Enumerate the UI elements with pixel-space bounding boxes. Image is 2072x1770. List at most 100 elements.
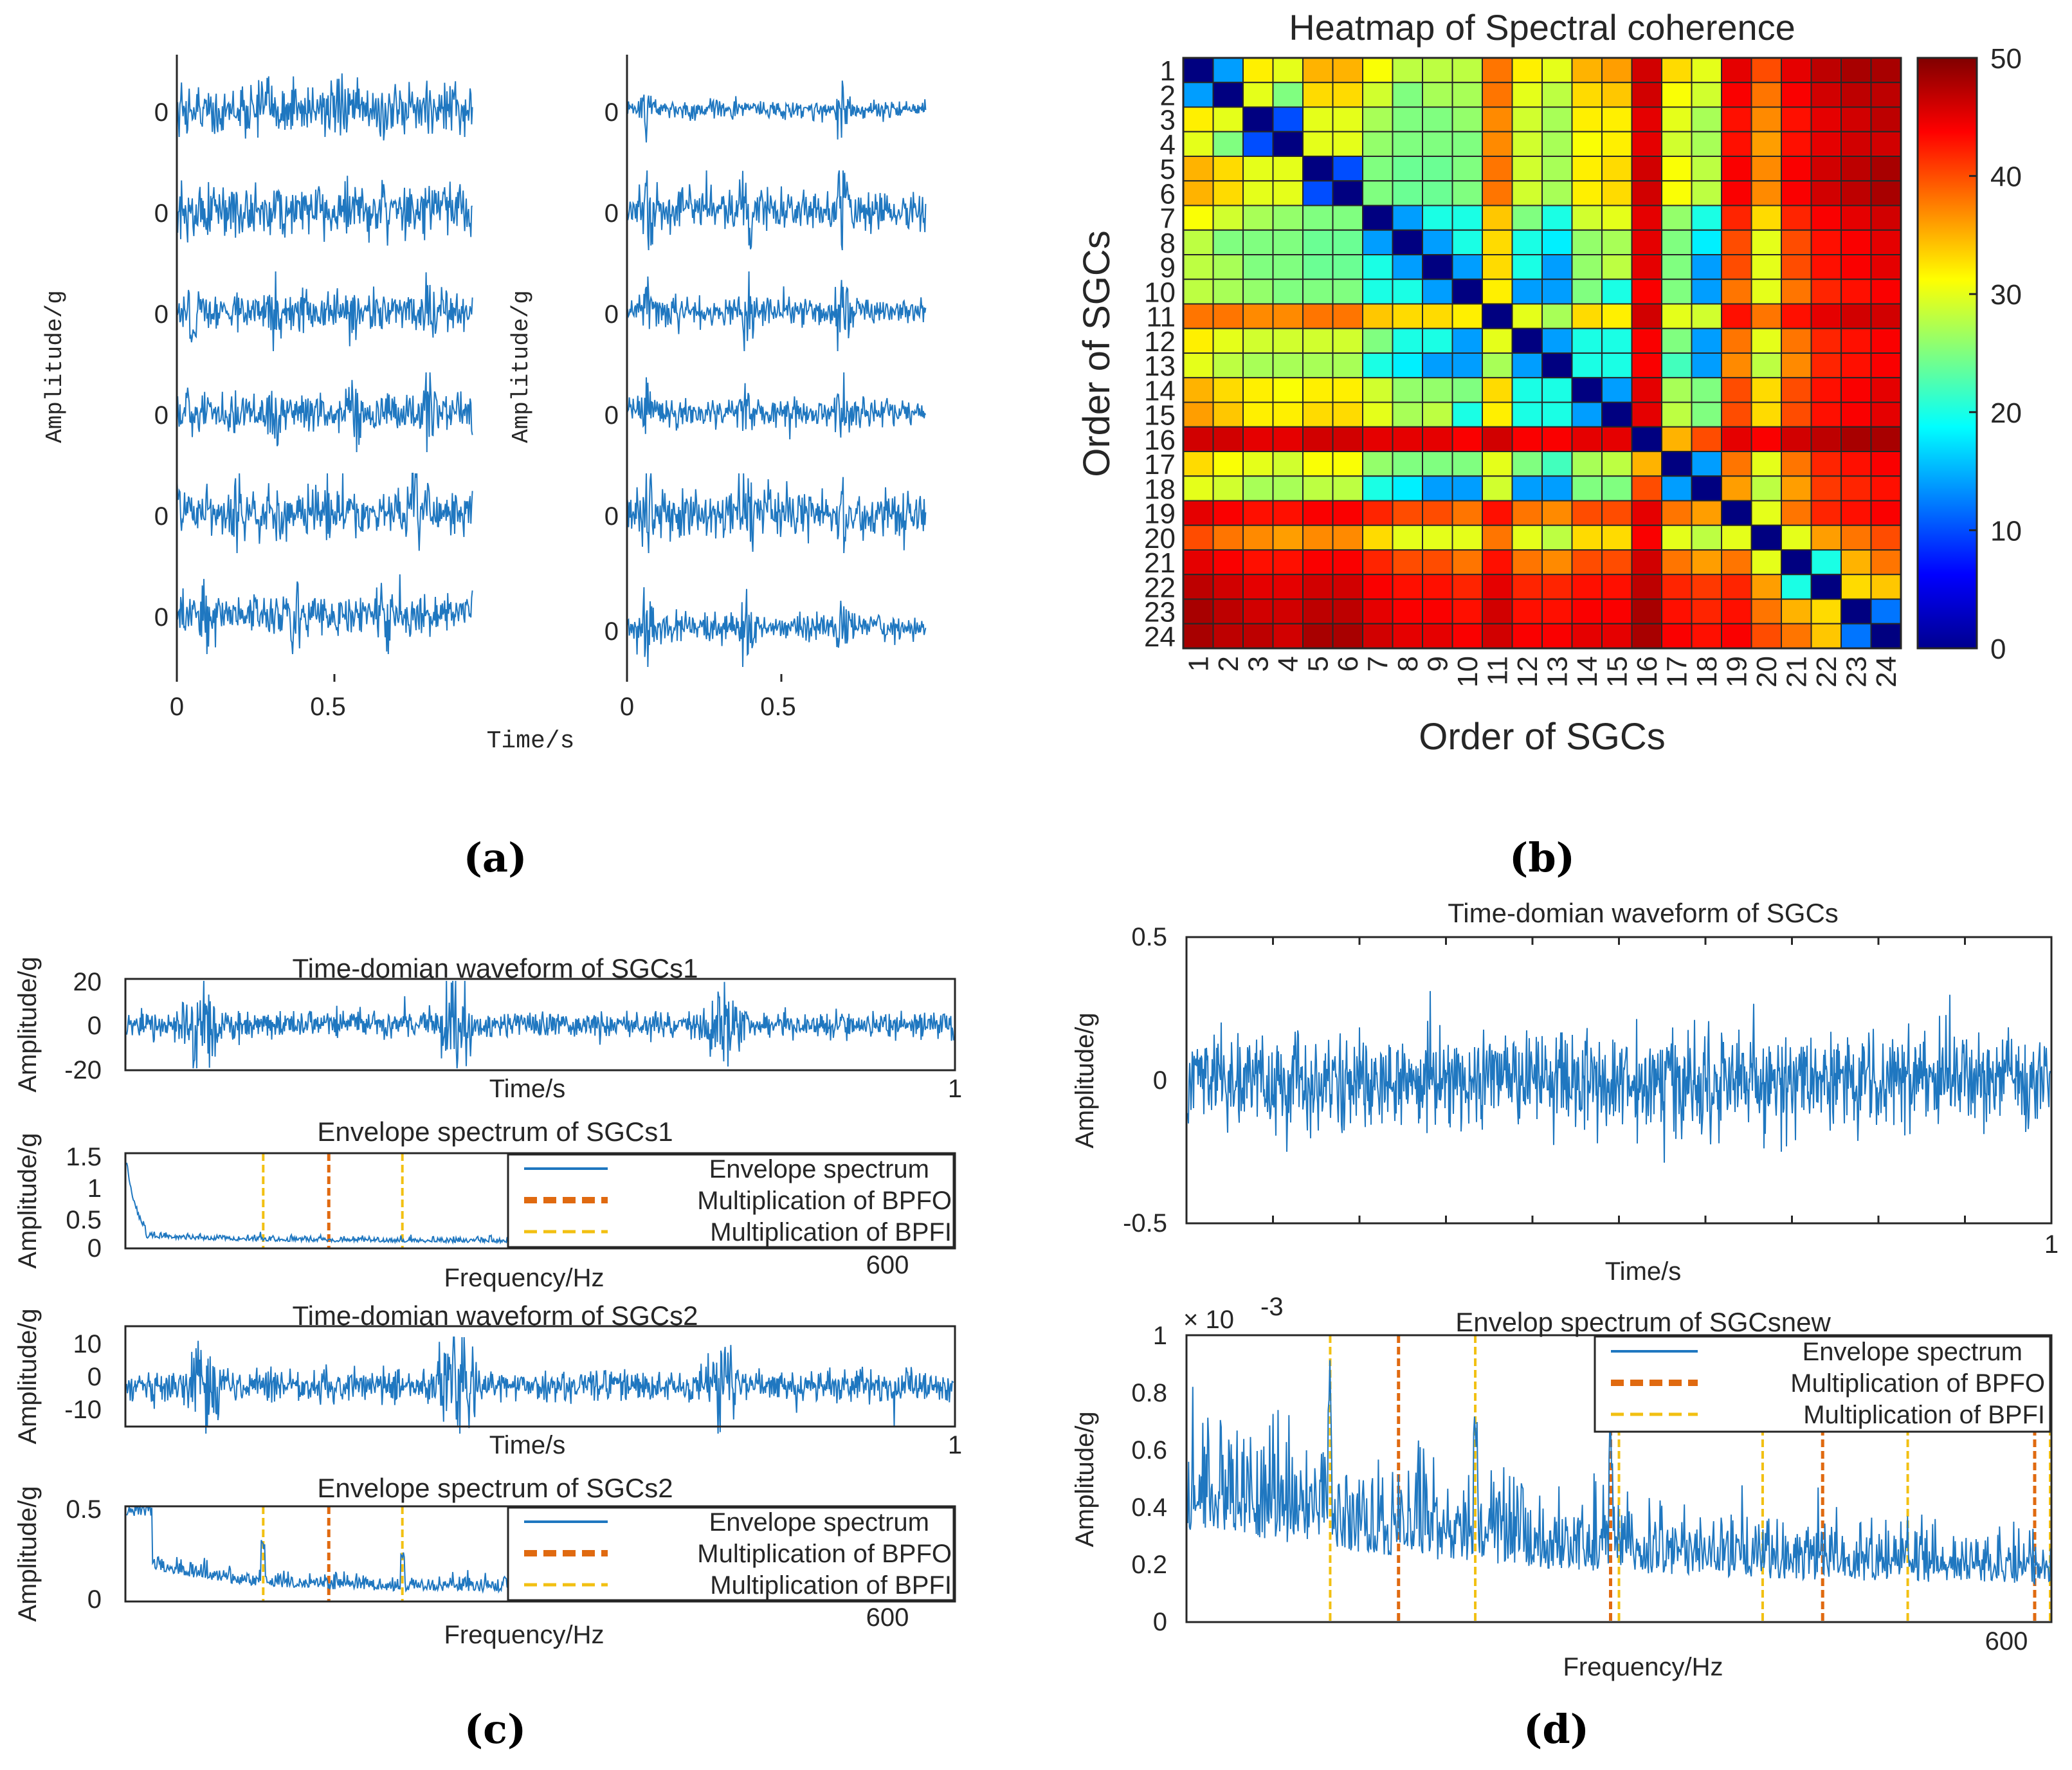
heatmap-cell: [1332, 156, 1363, 182]
heatmap-cell: [1781, 401, 1812, 428]
heatmap-cell: [1302, 549, 1334, 576]
heatmap-cell: [1661, 205, 1693, 231]
heatmap-cell: [1302, 598, 1334, 625]
heatmap-cell: [1422, 401, 1453, 428]
heatmap-cell: [1511, 549, 1543, 576]
heatmap-cell: [1482, 278, 1513, 305]
heatmap-cell: [1750, 352, 1782, 379]
heatmap-cell: [1541, 377, 1573, 403]
heatmap-cell: [1840, 205, 1872, 231]
heatmap-xtick: 5: [1302, 656, 1334, 671]
heatmap-cell: [1362, 598, 1394, 625]
heatmap-cell: [1482, 524, 1513, 551]
heatmap-cell: [1272, 156, 1304, 182]
heatmap-cell: [1511, 401, 1543, 428]
colorbar-tick: 40: [1990, 161, 2022, 193]
heatmap-cell: [1721, 180, 1752, 206]
heatmap-cell: [1840, 623, 1872, 649]
heatmap-cell: [1571, 156, 1603, 182]
heatmap-cell: [1781, 352, 1812, 379]
d1-ylabel: Amplitude/g: [1071, 1012, 1099, 1148]
heatmap-cell: [1601, 401, 1633, 428]
heatmap-cell: [1601, 180, 1633, 206]
heatmap-cell: [1691, 475, 1722, 502]
heatmap-cell: [1302, 205, 1334, 231]
heatmap-cell: [1721, 377, 1752, 403]
heatmap-cell: [1691, 229, 1722, 255]
heatmap-cell: [1302, 254, 1334, 280]
heatmap-cell: [1721, 229, 1752, 255]
heatmap-cell: [1781, 500, 1812, 526]
heatmap-cell: [1451, 549, 1483, 576]
heatmap-cell: [1242, 574, 1274, 600]
heatmap-cell: [1721, 131, 1752, 157]
heatmap-cell: [1183, 524, 1214, 551]
c1-ytick: 20: [73, 968, 102, 996]
heatmap-cell: [1242, 254, 1274, 280]
heatmap-cell: [1601, 303, 1633, 329]
heatmap-cell: [1810, 180, 1842, 206]
heatmap-xtick: 8: [1392, 656, 1424, 671]
heatmap-ytick: 1: [1160, 55, 1176, 87]
heatmap-xtick: 23: [1840, 656, 1872, 688]
heatmap-cell: [1272, 303, 1304, 329]
heatmap-cell: [1332, 524, 1363, 551]
c1-xtick: 1: [948, 1075, 962, 1103]
heatmap-ytick: 2: [1160, 80, 1176, 111]
c2-ytick: 1: [87, 1174, 102, 1203]
heatmap-cell: [1661, 327, 1693, 354]
heatmap-cell: [1870, 205, 1902, 231]
heatmap-cell: [1541, 180, 1573, 206]
heatmap-cell: [1212, 205, 1244, 231]
heatmap-cell: [1212, 500, 1244, 526]
heatmap-cell: [1631, 401, 1662, 428]
heatmap-cell: [1661, 574, 1693, 600]
heatmap-cell: [1451, 106, 1483, 132]
heatmap-cell: [1362, 131, 1394, 157]
c2-title: Envelope spectrum of SGCs1: [317, 1117, 673, 1147]
d1-ytick: 0: [1153, 1066, 1167, 1095]
panel-d-label: (d): [1523, 1706, 1589, 1753]
heatmap-cell: [1422, 106, 1453, 132]
c3-xlabel: Time/s: [489, 1431, 566, 1459]
heatmap-cell: [1302, 574, 1334, 600]
heatmap-cell: [1362, 401, 1394, 428]
heatmap-cell: [1601, 229, 1633, 255]
c4-legend-spectrum: Envelope spectrum: [709, 1508, 929, 1537]
heatmap-cell: [1571, 254, 1603, 280]
c4-axes: [124, 1505, 956, 1603]
heatmap-cell: [1691, 180, 1722, 206]
heatmap-cell: [1661, 156, 1693, 182]
heatmap-ytick: 9: [1160, 252, 1176, 284]
heatmap-cell: [1541, 623, 1573, 649]
heatmap-cell: [1482, 574, 1513, 600]
heatmap-cell: [1422, 598, 1453, 625]
heatmap-cell: [1870, 352, 1902, 379]
heatmap-cell: [1392, 451, 1423, 477]
heatmap-cell: [1691, 254, 1722, 280]
heatmap-cell: [1870, 82, 1902, 108]
heatmap-cell: [1541, 131, 1573, 157]
c1-xlabel: Time/s: [489, 1075, 566, 1103]
heatmap-cell: [1721, 254, 1752, 280]
heatmap-cell: [1451, 229, 1483, 255]
panel-a-ytick: 0: [604, 98, 619, 127]
c1-axes: [124, 978, 956, 1072]
heatmap-cell: [1272, 401, 1304, 428]
heatmap-cell: [1661, 598, 1693, 625]
heatmap-cell: [1362, 205, 1394, 231]
heatmap-cell: [1302, 180, 1334, 206]
heatmap-cell: [1661, 278, 1693, 305]
heatmap-cell: [1601, 426, 1633, 452]
heatmap-cell: [1511, 57, 1543, 84]
heatmap-cell: [1183, 278, 1214, 305]
panel-a-ytick: 0: [604, 617, 619, 646]
heatmap-cell: [1781, 327, 1812, 354]
heatmap-xlabel: Order of SGCs: [1419, 716, 1666, 758]
heatmap-cell: [1721, 426, 1752, 452]
heatmap-cell: [1362, 254, 1394, 280]
heatmap-cell: [1691, 352, 1722, 379]
heatmap-cell: [1302, 451, 1334, 477]
heatmap-cell: [1870, 278, 1902, 305]
heatmap-cell: [1272, 500, 1304, 526]
